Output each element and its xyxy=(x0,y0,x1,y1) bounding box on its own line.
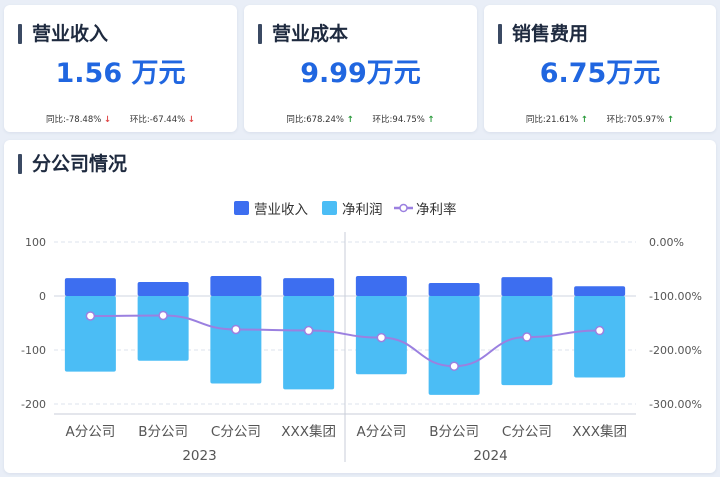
kpi-title: 营业成本 xyxy=(258,23,348,45)
x-tick-label: XXX集团 xyxy=(281,424,336,440)
kpi-title: 营业收入 xyxy=(18,23,108,45)
group-label: 2023 xyxy=(182,448,216,464)
kpi-value: 9.99万元 xyxy=(300,58,421,89)
y2-tick-label: 0.00% xyxy=(649,236,684,249)
net-profit-bar xyxy=(137,296,189,361)
net-margin-point xyxy=(522,332,532,342)
mom-value: 705.97% xyxy=(626,115,665,125)
net-profit-bar xyxy=(283,296,335,390)
y-tick-label: -100 xyxy=(21,344,46,357)
arrow-up-icon: ↑ xyxy=(667,115,675,125)
y2-tick-label: -100.00% xyxy=(649,290,702,303)
kpi-comparison: 同比:21.61% ↑ 环比:705.97% ↑ xyxy=(484,113,716,125)
net-margin-point xyxy=(158,310,168,321)
kpi-card-revenue: 营业收入 1.56 万元 同比:-78.48% ↓ 环比:-67.44% ↓ xyxy=(4,5,237,132)
x-tick-label: B分公司 xyxy=(429,424,479,440)
mom-label: 环比: xyxy=(372,115,393,125)
net-margin-line xyxy=(90,314,600,368)
net-profit-bar xyxy=(574,296,626,378)
legend-label: 净利率 xyxy=(416,201,457,218)
net-profit-bar xyxy=(428,296,480,395)
section-title: 分公司情况 xyxy=(18,152,127,176)
x-tick-label: A分公司 xyxy=(66,424,116,440)
mom-label: 环比: xyxy=(606,115,627,125)
y-tick-label: 0 xyxy=(39,290,46,303)
yoy-value: 21.61% xyxy=(545,115,579,125)
y-tick-label: -200 xyxy=(21,398,46,411)
revenue-bar xyxy=(501,277,553,296)
x-tick-label: C分公司 xyxy=(502,424,552,440)
arrow-down-icon: ↓ xyxy=(104,115,112,125)
net-margin-point xyxy=(303,325,314,336)
legend-swatch xyxy=(322,201,337,215)
x-tick-label: A分公司 xyxy=(357,424,407,440)
net-margin-point xyxy=(85,311,96,321)
y-tick-label: 100 xyxy=(25,236,46,249)
legend-swatch xyxy=(234,201,249,215)
net-margin-point xyxy=(376,332,387,343)
y2-tick-label: -200.00% xyxy=(649,344,702,357)
legend-marker xyxy=(399,203,408,213)
mom-value: 94.75% xyxy=(392,115,425,125)
revenue-bar xyxy=(574,286,626,296)
branch-combo-chart: 营业收入 净利润 净利率 100 0 -100 -200 0.00% -100.00% -200.… xyxy=(21,201,702,464)
revenue-bar xyxy=(137,281,189,296)
kpi-value: 1.56 万元 xyxy=(55,58,186,89)
x-tick-label: C分公司 xyxy=(211,424,261,440)
x-tick-label: XXX集团 xyxy=(572,424,627,440)
mom-value: -67.44% xyxy=(149,115,186,125)
revenue-bar xyxy=(64,278,116,296)
kpi-title: 销售费用 xyxy=(498,23,588,45)
net-margin-point xyxy=(594,325,605,336)
revenue-bar xyxy=(355,276,407,296)
kpi-card-cost: 营业成本 9.99万元 同比:678.24% ↑ 环比:94.75% ↑ xyxy=(244,5,477,132)
revenue-bar xyxy=(210,276,262,296)
revenue-bar xyxy=(283,278,335,296)
arrow-down-icon: ↓ xyxy=(187,115,196,125)
branch-section: 分公司情况 营业收入 净利润 净利率 100 0 -100 -200 0.00% -100.00… xyxy=(4,140,716,473)
net-profit-bar xyxy=(210,296,262,384)
mom-label: 环比: xyxy=(129,115,150,125)
arrow-up-icon: ↑ xyxy=(427,115,435,125)
kpi-comparison: 同比:-78.48% ↓ 环比:-67.44% ↓ xyxy=(4,113,237,125)
kpi-value: 6.75万元 xyxy=(539,58,661,89)
yoy-value: 678.24% xyxy=(306,115,345,125)
net-margin-point xyxy=(449,361,459,371)
yoy-value: -78.48% xyxy=(65,115,102,125)
y2-tick-label: -300.00% xyxy=(649,398,702,411)
legend-label: 营业收入 xyxy=(254,202,308,218)
group-label: 2024 xyxy=(473,448,507,464)
kpi-card-sales-expense: 销售费用 6.75万元 同比:21.61% ↑ 环比:705.97% ↑ xyxy=(484,5,716,132)
net-profit-bar xyxy=(64,296,116,372)
net-margin-point xyxy=(231,324,241,335)
yoy-label: 同比: xyxy=(45,115,66,125)
legend-label: 净利润 xyxy=(342,202,383,218)
x-tick-label: B分公司 xyxy=(138,424,188,440)
kpi-comparison: 同比:678.24% ↑ 环比:94.75% ↑ xyxy=(244,113,477,125)
yoy-label: 同比: xyxy=(525,115,546,125)
yoy-label: 同比: xyxy=(286,115,307,125)
revenue-bar xyxy=(428,283,480,296)
arrow-up-icon: ↑ xyxy=(346,115,354,125)
arrow-up-icon: ↑ xyxy=(580,115,588,125)
